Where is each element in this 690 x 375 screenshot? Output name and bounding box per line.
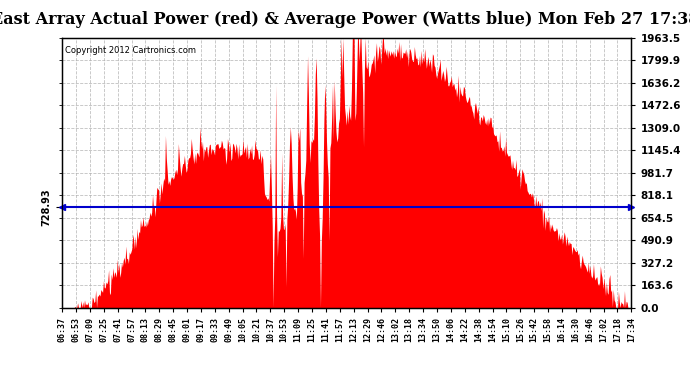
Text: East Array Actual Power (red) & Average Power (Watts blue) Mon Feb 27 17:38: East Array Actual Power (red) & Average … [0, 11, 690, 28]
Text: Copyright 2012 Cartronics.com: Copyright 2012 Cartronics.com [65, 46, 196, 55]
